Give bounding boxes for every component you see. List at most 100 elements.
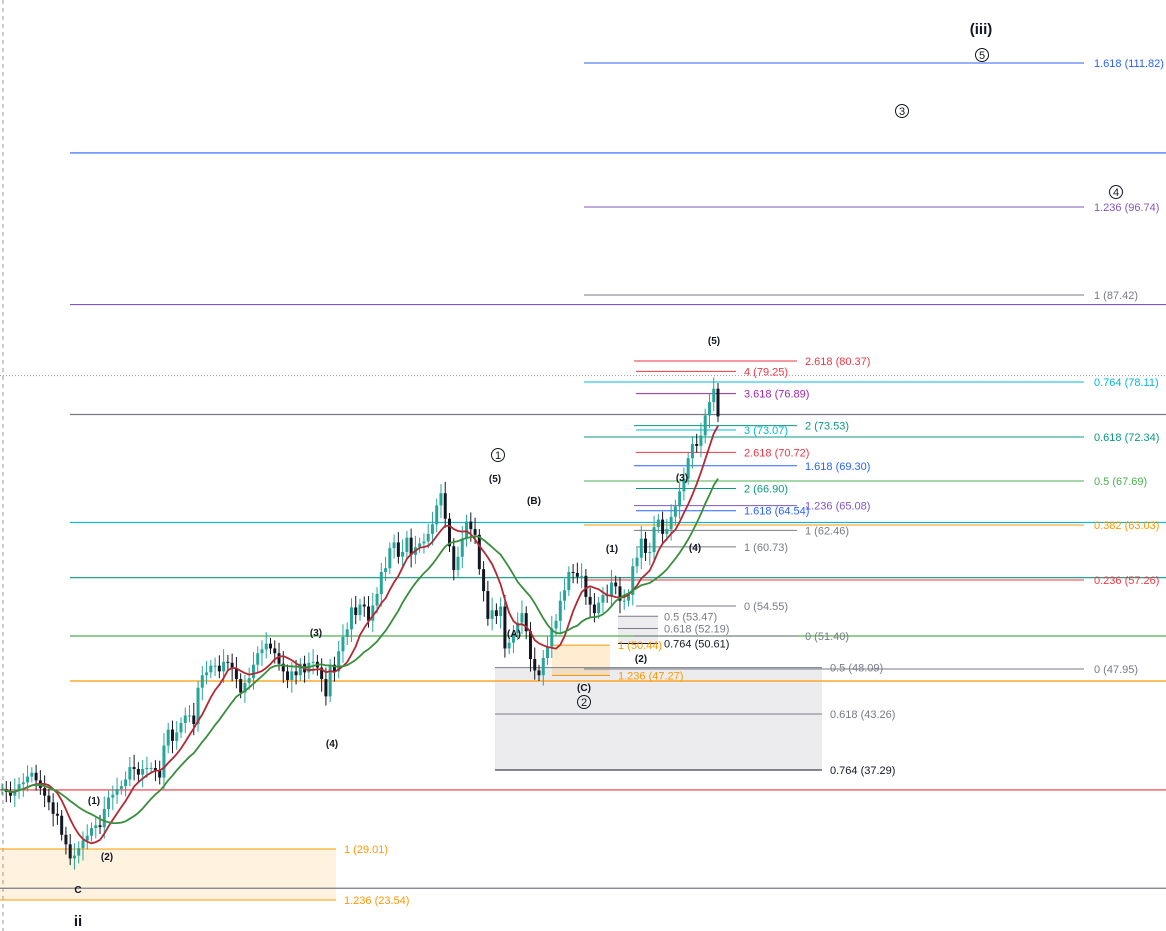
candle-body-156: [665, 529, 669, 534]
wave-label-11: (4): [689, 543, 701, 554]
fib-w1-label-1: 0.618 (43.26): [830, 709, 895, 721]
candle-body-94: [401, 551, 405, 557]
candle-body-89: [379, 571, 383, 595]
candle-body-17: [72, 855, 76, 859]
candle-body-145: [618, 586, 622, 601]
fib-inner-label-3: 2.618 (70.72): [744, 447, 809, 459]
candle-body-100: [426, 533, 430, 542]
wave2-zone: [552, 645, 610, 676]
candle-body-43: [183, 715, 187, 724]
candle-body-66: [281, 663, 285, 672]
candle-body-31: [132, 767, 136, 769]
fib-inner-label-2: 3 (73.07): [744, 425, 788, 437]
candle-body-165: [703, 415, 707, 436]
wave-label-14: ii: [74, 913, 82, 930]
candle-body-127: [541, 658, 545, 676]
ma-short-line: [1, 425, 719, 845]
fib-level-label-7: 0.236 (57.26): [1094, 575, 1159, 587]
candle-body-12: [51, 802, 55, 814]
candle-body-124: [528, 631, 532, 659]
candle-body-48: [205, 672, 209, 676]
candle-body-3: [13, 790, 17, 796]
candle-body-15: [64, 834, 68, 845]
fib-level-label-0: 1.618 (111.82): [1094, 58, 1164, 70]
candle-body-166: [707, 402, 711, 416]
fib-base-label-1: 1.236 (23.54): [344, 895, 409, 907]
candle-body-102: [435, 505, 439, 525]
candle-body-130: [554, 620, 558, 629]
candle-body-37: [158, 770, 162, 778]
candle-body-115: [490, 610, 494, 619]
candle-body-76: [324, 679, 328, 697]
candle-body-52: [222, 661, 226, 672]
candle-body-83: [354, 607, 358, 616]
fib-level-label-3: 0.764 (78.11): [1094, 377, 1159, 389]
candle-body-26: [111, 794, 115, 798]
fib-w1-label-0: 0.5 (48.09): [830, 663, 883, 675]
candle-body-70: [298, 663, 302, 676]
fib-w2-label-4: 1.236 (47.27): [618, 671, 683, 683]
candle-body-41: [175, 732, 179, 741]
candle-body-85: [362, 604, 366, 607]
ma-long-line: [1, 478, 719, 824]
candle-body-49: [209, 665, 213, 673]
fib-inner-label-4: 2 (66.90): [744, 483, 788, 495]
candle-body-75: [320, 667, 324, 680]
circled-label-2: 3: [899, 106, 905, 118]
fib-ext-label-4: 1 (62.46): [805, 525, 849, 537]
candle-body-152: [648, 551, 652, 553]
wave-label-5: (A): [507, 629, 521, 640]
wave-label-7: (C): [577, 683, 591, 694]
circled-label-3: 4: [1113, 187, 1119, 199]
candle-body-59: [251, 664, 255, 679]
candle-body-106: [452, 546, 456, 571]
wave-label-10: (3): [676, 473, 688, 484]
candle-body-84: [358, 604, 362, 616]
candle-body-133: [567, 571, 571, 591]
fib-ext-label-5: 0 (51.40): [805, 631, 849, 643]
candle-body-29: [124, 779, 128, 787]
wave-label-0: (1): [88, 796, 100, 807]
candle-body-67: [286, 671, 290, 681]
candle-body-146: [622, 600, 626, 602]
candle-body-119: [507, 642, 511, 649]
fib-level-label-1: 1.236 (96.74): [1094, 202, 1159, 214]
fib-inner-label-7: 0 (54.55): [744, 601, 788, 613]
fib-inner-label-5: 1.618 (64.54): [744, 506, 809, 518]
candle-body-168: [716, 388, 720, 417]
wave1-retrace-zone: [495, 667, 822, 770]
candle-body-159: [678, 491, 682, 507]
candle-body-167: [712, 388, 716, 403]
candle-body-36: [153, 768, 157, 771]
candle-body-154: [656, 519, 660, 528]
candle-body-150: [639, 538, 643, 558]
candle-body-28: [119, 786, 123, 789]
candle-body-149: [635, 557, 639, 567]
fib-level-label-6: 0.382 (63.03): [1094, 520, 1159, 532]
wave-label-6: (B): [527, 496, 541, 507]
candle-body-87: [371, 605, 375, 621]
candle-body-138: [588, 596, 592, 605]
candle-body-140: [597, 602, 601, 614]
fib-w1-label-2: 0.764 (37.29): [830, 765, 895, 777]
fib-ext-label-1: 2 (73.53): [805, 421, 849, 433]
fib-w2-label-0: 0.5 (53.47): [664, 611, 717, 623]
candle-body-18: [77, 848, 81, 856]
candle-body-42: [179, 723, 183, 733]
candle-body-114: [486, 591, 490, 619]
fib-w2-label-1: 0.618 (52.19): [664, 623, 729, 635]
candle-body-35: [149, 768, 153, 770]
candle-body-5: [21, 782, 25, 785]
candle-body-105: [448, 518, 451, 547]
circled-label-ring-1: [577, 695, 591, 709]
wave-label-4: (5): [489, 474, 501, 485]
candle-body-148: [631, 566, 635, 595]
candle-body-164: [699, 435, 703, 446]
candle-body-78: [332, 664, 336, 672]
candle-body-135: [575, 572, 579, 577]
candle-body-19: [81, 840, 85, 849]
candle-body-151: [644, 538, 648, 553]
circled-label-ring-3: [1109, 185, 1123, 199]
candle-body-155: [661, 519, 665, 534]
